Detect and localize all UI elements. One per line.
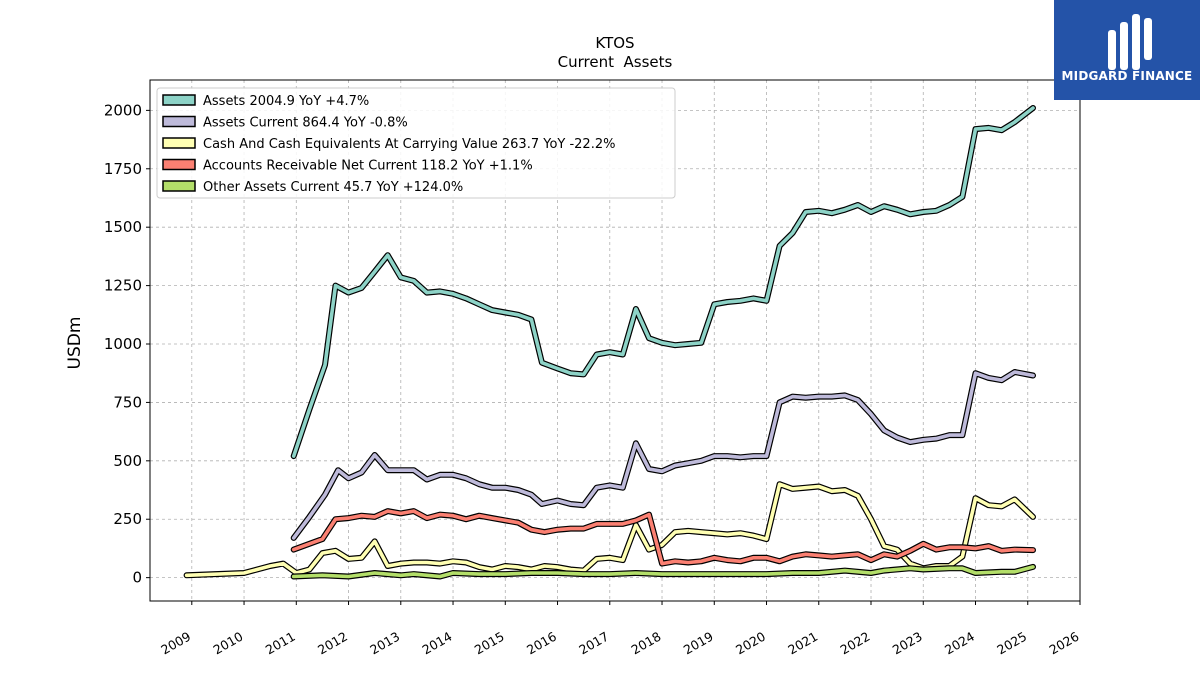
- legend: Assets 2004.9 YoY +4.7% Assets Current 86…: [156, 87, 676, 199]
- y-tick-label: 1000: [104, 335, 142, 353]
- x-tick-label: 2020: [733, 629, 768, 658]
- x-tick-label: 2015: [472, 629, 507, 658]
- legend-swatch: [162, 94, 196, 106]
- y-tick-label: 1500: [104, 218, 142, 236]
- legend-label: Assets Current 864.4 YoY -0.8%: [203, 116, 408, 131]
- x-tick-label: 2024: [942, 629, 977, 658]
- y-tick-label: 500: [113, 452, 142, 470]
- chart-title: KTOS: [595, 34, 634, 52]
- x-tick-label: 2017: [576, 629, 611, 658]
- series-layer: [183, 105, 1036, 580]
- x-tick-label: 2025: [994, 629, 1029, 658]
- series-3-line: [291, 509, 1035, 566]
- series-4-line: [291, 565, 1035, 579]
- brand-logo: MIDGARD FINANCE: [1054, 0, 1200, 100]
- series-0-line: [291, 106, 1035, 458]
- y-tick-label: 2000: [104, 101, 142, 119]
- chart-subtitle: Current Assets: [558, 53, 673, 71]
- x-tick-label: 2010: [210, 629, 245, 658]
- x-tick-label: 2014: [419, 629, 454, 658]
- x-tick-label: 2023: [890, 629, 925, 658]
- legend-swatch: [162, 158, 196, 171]
- x-tick-label: 2012: [315, 629, 350, 658]
- y-tick-label: 1750: [104, 160, 142, 178]
- legend-swatch: [162, 137, 196, 149]
- legend-label: Assets 2004.9 YoY +4.7%: [203, 94, 369, 109]
- brand-logo-mark-icon: [1108, 14, 1152, 70]
- y-tick-label: 1250: [104, 277, 142, 295]
- x-tick-label: 2026: [1046, 629, 1081, 658]
- legend-box: [156, 87, 676, 199]
- legend-swatch: [162, 115, 196, 128]
- x-tick-label: 2019: [681, 629, 716, 658]
- brand-name: MIDGARD FINANCE: [1061, 69, 1193, 83]
- series-2-line: [184, 482, 1035, 578]
- y-tick-label: 0: [132, 569, 142, 587]
- x-tick-label: 2013: [367, 629, 402, 658]
- y-tick-label: 750: [113, 393, 142, 411]
- plot-frame: [149, 79, 1081, 602]
- legend-swatch: [162, 180, 196, 192]
- series-1-line: [291, 370, 1035, 540]
- x-tick-label: 2018: [628, 629, 663, 658]
- y-axis-label: USDm: [65, 317, 85, 370]
- y-tick-label: 250: [113, 510, 142, 528]
- x-tick-label: 2021: [785, 629, 820, 658]
- x-tick-label: 2009: [158, 629, 193, 658]
- legend-label: Cash And Cash Equivalents At Carrying Va…: [203, 137, 615, 152]
- legend-label: Accounts Receivable Net Current 118.2 Yo…: [203, 159, 533, 174]
- legend-label: Other Assets Current 45.7 YoY +124.0%: [203, 180, 463, 195]
- x-tick-label: 2022: [837, 629, 872, 658]
- x-tick-label: 2016: [524, 629, 559, 658]
- x-tick-label: 2011: [263, 629, 298, 658]
